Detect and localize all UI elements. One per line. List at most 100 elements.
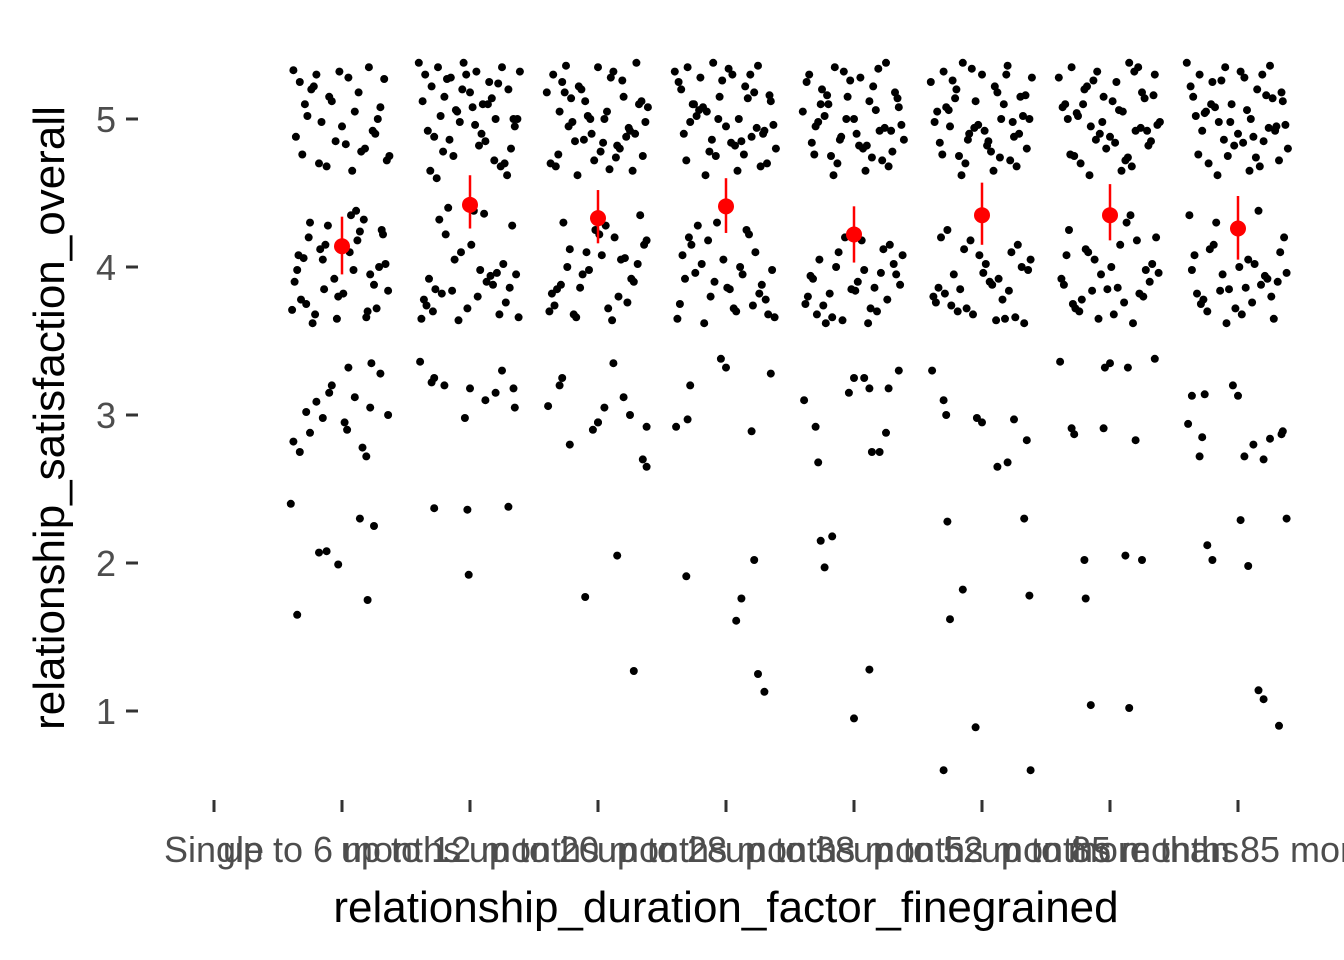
data-point <box>335 67 344 76</box>
data-point <box>1022 144 1031 153</box>
data-point <box>299 254 308 263</box>
data-point <box>341 140 350 149</box>
data-point <box>1086 701 1095 710</box>
data-point <box>445 135 454 144</box>
data-point <box>464 570 473 579</box>
data-point <box>1021 91 1030 100</box>
data-point <box>503 171 512 180</box>
data-point <box>1120 298 1129 307</box>
data-point <box>327 381 336 390</box>
data-point <box>450 255 459 264</box>
data-point <box>1076 159 1085 168</box>
data-point <box>1006 156 1015 165</box>
data-point <box>1108 97 1117 106</box>
data-point <box>306 218 314 227</box>
data-point <box>303 112 312 120</box>
data-point <box>565 440 574 449</box>
data-point <box>816 536 825 545</box>
data-point <box>1223 152 1232 160</box>
data-point <box>308 319 317 328</box>
data-point <box>768 266 777 274</box>
data-point <box>596 147 605 156</box>
data-point <box>323 221 332 230</box>
data-point <box>1277 430 1286 439</box>
data-point <box>554 150 563 159</box>
data-point <box>1002 70 1011 79</box>
data-point <box>979 268 988 277</box>
data-point <box>441 230 450 239</box>
data-point <box>1143 126 1152 135</box>
data-point <box>550 301 559 310</box>
data-point <box>1281 120 1290 129</box>
data-point <box>1126 211 1135 220</box>
data-point <box>1123 153 1132 162</box>
data-point <box>627 274 636 283</box>
data-point <box>960 245 969 254</box>
data-point <box>729 304 738 313</box>
data-point <box>867 448 876 456</box>
data-point <box>368 126 377 135</box>
data-point <box>852 129 861 138</box>
data-point <box>742 226 751 234</box>
data-point <box>300 100 309 109</box>
data-point <box>355 227 364 236</box>
data-point <box>476 266 485 274</box>
data-point <box>1254 206 1263 215</box>
data-point <box>614 292 623 301</box>
data-point <box>499 260 508 268</box>
data-point <box>750 556 759 564</box>
data-point <box>993 462 1002 471</box>
data-point <box>555 381 564 390</box>
data-point <box>304 233 313 242</box>
data-point <box>366 270 375 279</box>
data-point <box>468 103 477 112</box>
data-point <box>818 85 826 94</box>
data-point <box>958 585 967 594</box>
data-point <box>898 251 907 260</box>
data-point <box>418 97 427 106</box>
data-point <box>673 314 682 323</box>
data-point <box>1193 289 1201 298</box>
data-point <box>1234 391 1242 400</box>
data-point <box>1253 85 1262 94</box>
data-point <box>638 455 647 464</box>
data-point <box>1150 70 1159 79</box>
data-point <box>963 135 972 144</box>
data-point <box>1219 135 1228 144</box>
data-point <box>1248 298 1257 307</box>
data-point <box>800 396 809 405</box>
data-point <box>454 316 463 325</box>
data-point <box>751 248 760 257</box>
data-point <box>492 268 501 277</box>
data-point <box>723 283 732 292</box>
data-point <box>686 381 695 390</box>
data-point <box>1085 171 1094 180</box>
data-point <box>876 268 885 277</box>
data-point <box>578 270 587 279</box>
data-point <box>510 403 519 412</box>
data-point <box>421 70 430 79</box>
data-point <box>814 118 823 126</box>
data-point <box>1230 141 1239 150</box>
data-point <box>1236 516 1245 525</box>
data-point <box>967 64 976 73</box>
data-point <box>562 61 570 70</box>
data-point <box>687 240 696 249</box>
data-point <box>430 374 439 382</box>
data-point <box>362 313 371 322</box>
data-point <box>875 448 884 456</box>
y-tick-label: 3 <box>96 395 116 436</box>
data-point <box>471 120 480 129</box>
data-point <box>820 563 829 572</box>
data-point <box>437 289 446 298</box>
data-point <box>1089 76 1098 85</box>
x-axis-title: relationship_duration_factor_finegrained <box>333 883 1118 932</box>
data-point <box>1102 144 1111 153</box>
data-point <box>737 137 746 146</box>
data-point <box>295 448 304 456</box>
data-point <box>376 369 385 378</box>
data-point <box>894 366 903 375</box>
data-point <box>754 61 762 70</box>
data-point <box>297 295 305 304</box>
